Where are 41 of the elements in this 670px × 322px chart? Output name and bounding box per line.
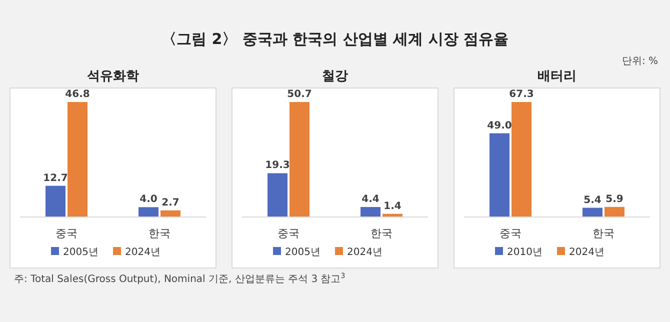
x-tick-label: 중국 <box>56 227 78 240</box>
x-tick-label: 한국 <box>148 227 170 240</box>
data-label: 12.7 <box>43 172 68 184</box>
legend-label: 2005년 <box>63 247 98 258</box>
x-tick-label: 중국 <box>500 227 522 240</box>
bar <box>490 133 510 217</box>
data-label: 5.9 <box>606 194 624 205</box>
data-label: 1.4 <box>384 200 402 212</box>
bar <box>160 210 180 217</box>
bar <box>268 173 288 217</box>
x-tick-label: 한국 <box>370 227 392 240</box>
bar <box>68 102 88 217</box>
legend-label: 2024년 <box>347 247 382 258</box>
data-label: 19.3 <box>265 160 290 172</box>
chart-title: 석유화학 <box>87 69 139 84</box>
data-label: 5.4 <box>584 194 602 206</box>
data-label: 4.4 <box>362 194 380 206</box>
bar <box>604 206 624 217</box>
data-label: 67.3 <box>509 89 534 100</box>
text: 단위: % <box>622 56 658 67</box>
bar <box>138 207 158 217</box>
bar <box>290 102 310 217</box>
text: 〈그림 2〉 중국과 한국의 산업별 세계 시장 점유율 <box>162 30 508 48</box>
data-label: 49.0 <box>487 120 512 132</box>
data-label: 4.0 <box>140 194 158 206</box>
text: 주: Total Sales(Gross Output), Nominal 기준, 산업분류는 주석 3 참고$^{3}$ <box>14 272 346 285</box>
legend-label: 2010년 <box>507 247 542 258</box>
x-tick-label: 중국 <box>278 227 300 240</box>
bar <box>360 207 380 217</box>
data-label: 46.8 <box>65 89 90 100</box>
chart-title: 철강 <box>322 69 348 84</box>
legend-label: 2005년 <box>285 247 320 258</box>
data-label: 2.7 <box>162 197 180 208</box>
bar <box>582 208 602 217</box>
bar <box>46 186 66 217</box>
legend-label: 2024년 <box>569 247 604 258</box>
chart-title: 배터리 <box>538 69 576 84</box>
x-tick-label: 한국 <box>592 227 614 240</box>
legend-label: 2024년 <box>125 247 160 258</box>
bar <box>512 102 532 217</box>
data-label: 50.7 <box>287 89 312 100</box>
